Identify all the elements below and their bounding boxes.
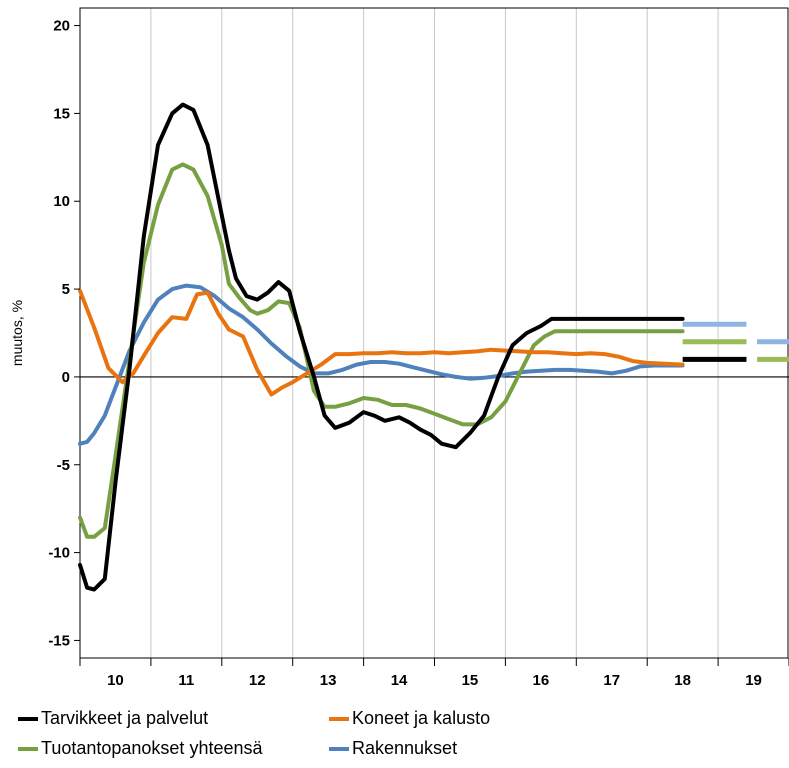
x-tick-label: 18 [674, 672, 691, 689]
forecast-layer [682, 321, 789, 362]
legend-label: Koneet ja kalusto [352, 708, 491, 728]
legend-label: Tuotantopanokset yhteensä [41, 738, 263, 758]
legend-swatch [329, 746, 349, 751]
legend-item-koneet: Koneet ja kalusto [329, 708, 490, 729]
x-axis-ticks: 10 11 12 13 14 15 16 17 18 19 [79, 658, 789, 689]
x-tick-label: 19 [745, 672, 762, 689]
legend-label: Rakennukset [352, 738, 458, 758]
y-tick-label: 5 [62, 281, 70, 298]
x-tick-label: 17 [603, 672, 620, 689]
series-line [78, 162, 685, 539]
legend-item-tuotantopanokset: Tuotantopanokset yhteensä [18, 738, 263, 759]
y-tick-label: 20 [53, 18, 70, 35]
series-line [78, 283, 685, 446]
x-tick-label: 10 [107, 672, 124, 689]
legend-label: Tarvikkeet ja palvelut [41, 708, 209, 728]
x-tick-label: 13 [320, 672, 337, 689]
legend-item-rakennukset: Rakennukset [329, 738, 457, 759]
legend-swatch [18, 746, 38, 751]
line-chart: -15 -10 -5 0 5 10 15 20 10 11 12 13 14 15 16 17 18 19 mu… [9, 7, 789, 689]
grid [150, 8, 719, 658]
y-tick-label: 0 [62, 369, 70, 386]
x-tick-label: 15 [462, 672, 479, 689]
y-axis-label: muutos, % [9, 300, 25, 366]
series-line [78, 102, 685, 592]
x-tick-label: 16 [533, 672, 550, 689]
y-tick-label: -15 [48, 632, 70, 649]
series-line [78, 288, 685, 397]
y-tick-label: 15 [53, 105, 70, 122]
legend-swatch [18, 716, 38, 721]
series-layer [78, 102, 685, 592]
y-axis-ticks: -15 -10 -5 0 5 10 15 20 [48, 18, 80, 649]
y-tick-label: 10 [53, 193, 70, 210]
legend-swatch [329, 716, 349, 721]
x-tick-label: 11 [178, 672, 194, 689]
y-tick-label: -10 [48, 545, 70, 562]
x-tick-label: 12 [249, 672, 266, 689]
x-tick-label: 14 [391, 672, 408, 689]
y-tick-label: -5 [57, 457, 70, 474]
legend-item-tarvikkeet: Tarvikkeet ja palvelut [18, 708, 208, 729]
